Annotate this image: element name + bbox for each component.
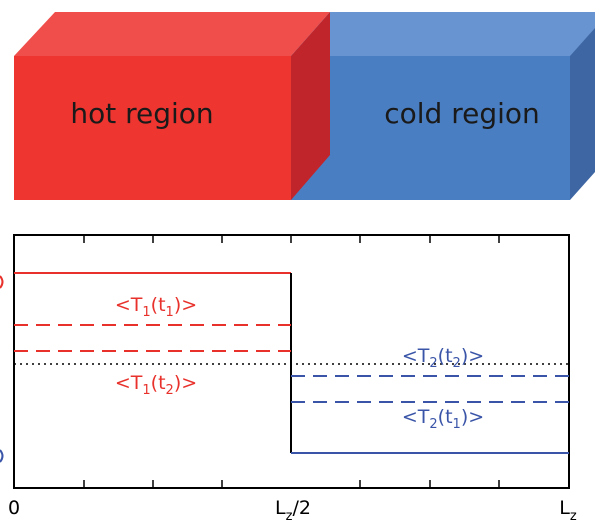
left-edge-mark-hot (0, 275, 4, 289)
cold-region-front-face (291, 56, 570, 200)
cold-region-side-face (570, 28, 595, 200)
hot-region-top-face (14, 12, 330, 56)
x-tick-label-full: Lz (559, 497, 577, 524)
label-t2-t2: <T2(t2)> (402, 345, 484, 371)
cold-region-top-face (291, 12, 595, 56)
temperature-profile-plot: <T1(t1)> <T1(t2)> <T2(t2)> <T2(t1)> 0 Lz… (0, 234, 577, 524)
label-t1-t1: <T1(t1)> (115, 294, 197, 320)
slab: hot region cold region (14, 12, 595, 200)
hot-region-label: hot region (70, 97, 213, 130)
x-tick-label-0: 0 (8, 497, 20, 519)
cold-region-label: cold region (384, 97, 540, 130)
x-ticks (83, 235, 500, 488)
label-t2-t1: <T2(t1)> (402, 406, 484, 432)
hot-region-side-face (291, 12, 330, 200)
x-tick-label-half: Lz/2 (275, 497, 311, 524)
left-edge-mark-cold (0, 449, 4, 463)
hot-region-front-face (14, 56, 291, 200)
label-t1-t2: <T1(t2)> (115, 372, 197, 398)
